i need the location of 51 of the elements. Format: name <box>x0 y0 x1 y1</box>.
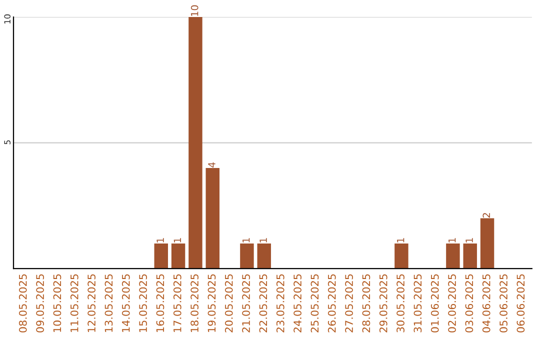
bar <box>206 168 220 269</box>
x-tick-label: 05.06.2025 <box>500 274 508 332</box>
x-tick-label: 02.06.2025 <box>448 274 456 332</box>
data-label: 10 <box>190 5 198 16</box>
x-tick-label: 17.05.2025 <box>173 274 182 332</box>
bar <box>257 243 271 269</box>
data-label: 1 <box>156 238 164 242</box>
x-tick-label: 01.06.2025 <box>430 274 439 332</box>
x-tick-label: 25.05.2025 <box>310 274 319 332</box>
y-tick-label: 5 <box>4 140 10 144</box>
x-tick-label: 19.05.2025 <box>208 274 216 332</box>
x-tick-label: 18.05.2025 <box>190 274 198 332</box>
x-tick-label: 24.05.2025 <box>294 274 302 332</box>
x-tick-label: 26.05.2025 <box>328 274 336 332</box>
x-tick-label: 16.05.2025 <box>156 274 164 332</box>
data-label: 1 <box>397 238 404 242</box>
bar <box>188 17 202 269</box>
x-tick-label: 14.05.2025 <box>122 274 130 332</box>
x-tick-label: 15.05.2025 <box>139 274 147 332</box>
bar <box>154 243 168 269</box>
x-tick-label: 13.05.2025 <box>104 274 113 332</box>
x-tick-label: 04.06.2025 <box>482 274 490 332</box>
data-label: 1 <box>448 238 456 242</box>
x-tick-label: 20.05.2025 <box>224 274 233 332</box>
data-label: 1 <box>260 238 267 242</box>
x-tick-label: 06.06.2025 <box>516 274 525 332</box>
x-tick-label: 28.05.2025 <box>362 274 370 332</box>
x-tick-label: 23.05.2025 <box>276 274 284 332</box>
x-tick-label: 11.05.2025 <box>70 274 78 332</box>
x-tick-label: 29.05.2025 <box>379 274 388 332</box>
data-label: 4 <box>208 162 216 168</box>
x-tick-label: 21.05.2025 <box>242 274 250 332</box>
bar <box>480 218 494 269</box>
x-tick-label: 08.05.2025 <box>18 274 27 332</box>
x-tick-label: 03.06.2025 <box>465 274 474 332</box>
x-tick-label: 31.05.2025 <box>414 274 422 332</box>
x-tick-label: 10.05.2025 <box>53 274 62 332</box>
bar <box>171 243 186 269</box>
bar <box>463 243 477 269</box>
x-tick-label: 30.05.2025 <box>396 274 404 332</box>
bar <box>240 243 254 269</box>
data-label: 1 <box>466 238 473 242</box>
bar <box>446 243 460 269</box>
data-label: 1 <box>174 238 181 242</box>
data-label: 1 <box>242 238 250 242</box>
x-tick-label: 12.05.2025 <box>88 274 96 332</box>
data-label: 2 <box>482 213 490 218</box>
x-tick-label: 22.05.2025 <box>259 274 268 332</box>
x-tick-label: 27.05.2025 <box>345 274 353 332</box>
x-tick-label: 09.05.2025 <box>36 274 44 332</box>
bar <box>394 243 408 269</box>
